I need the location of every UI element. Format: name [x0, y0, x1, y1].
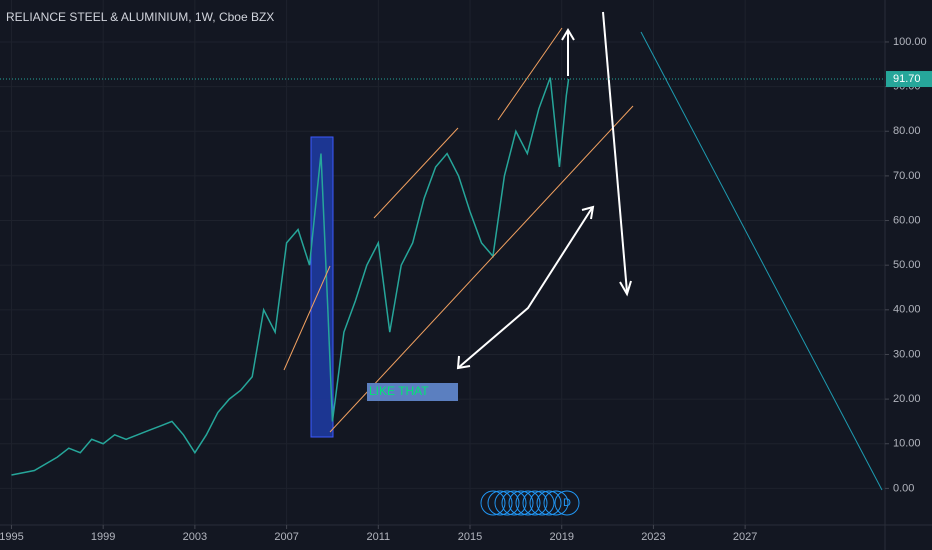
x-tick-label: 2015 — [458, 531, 482, 543]
annotation-box — [367, 383, 458, 401]
chart-title: RELIANCE STEEL & ALUMINIUM, 1W, Cboe BZX — [6, 10, 274, 24]
y-tick-label: 30.00 — [893, 348, 921, 360]
x-tick-label: 1995 — [0, 531, 24, 543]
grid — [0, 0, 885, 525]
x-tick-label: 2019 — [549, 531, 573, 543]
last-price-box — [886, 71, 932, 88]
annotation: LIKE THAT — [369, 384, 429, 398]
y-tick-label: 10.00 — [893, 438, 921, 450]
badges — [480, 490, 580, 516]
y-tick-label: 70.00 — [893, 170, 921, 182]
price-line — [11, 77, 570, 476]
last-price-label: 91.70 — [893, 73, 921, 85]
x-tick-label: 2027 — [733, 531, 757, 543]
series — [11, 77, 570, 476]
y-tick-label: 50.00 — [893, 259, 921, 271]
y-tick-label: 20.00 — [893, 393, 921, 405]
x-tick-label: 2011 — [366, 531, 390, 543]
interval-badge: D — [563, 497, 571, 509]
projection-line — [640, 31, 883, 491]
arrows — [456, 11, 632, 370]
x-tick-label: 2023 — [641, 531, 665, 543]
x-tick-label: 1999 — [91, 531, 115, 543]
highlight-box — [310, 136, 334, 438]
y-tick-label: 40.00 — [893, 304, 921, 316]
trend-channel — [283, 27, 634, 433]
y-tick-label: 0.00 — [893, 482, 914, 494]
y-tick-label: 60.00 — [893, 214, 921, 226]
y-tick-label: 100.00 — [893, 36, 927, 48]
y-tick-label: 80.00 — [893, 125, 921, 137]
x-tick-label: 2007 — [274, 531, 298, 543]
x-tick-label: 2003 — [183, 531, 207, 543]
